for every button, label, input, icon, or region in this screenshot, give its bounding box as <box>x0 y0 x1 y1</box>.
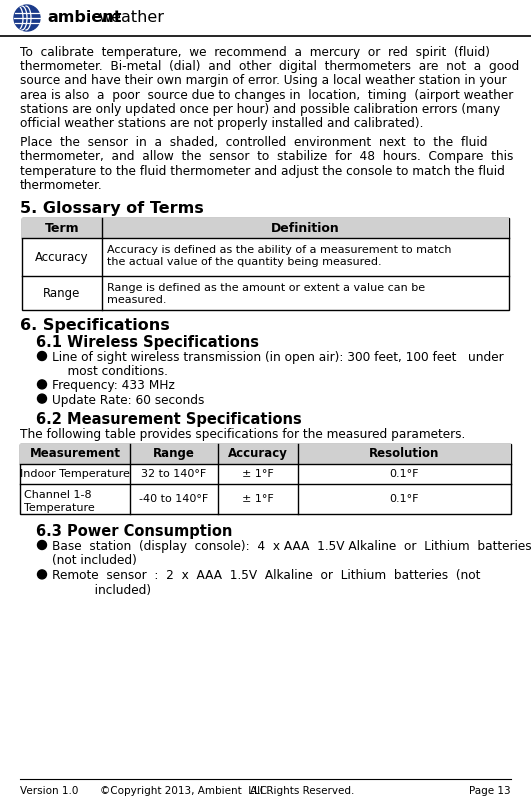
Text: most conditions.: most conditions. <box>52 365 168 378</box>
Text: Range is defined as the amount or extent a value can be: Range is defined as the amount or extent… <box>107 283 425 293</box>
Circle shape <box>14 5 40 31</box>
Text: 6. Specifications: 6. Specifications <box>20 318 170 333</box>
Text: ± 1°F: ± 1°F <box>242 469 274 479</box>
Text: thermometer.: thermometer. <box>20 179 102 191</box>
Text: thermometer,  and  allow  the  sensor  to  stabilize  for  48  hours.  Compare  : thermometer, and allow the sensor to sta… <box>20 151 513 163</box>
Text: 0.1°F: 0.1°F <box>390 469 419 479</box>
Text: Accuracy is defined as the ability of a measurement to match: Accuracy is defined as the ability of a … <box>107 245 451 255</box>
Circle shape <box>38 570 47 579</box>
Text: measured.: measured. <box>107 295 167 305</box>
Circle shape <box>38 541 47 549</box>
Text: All Rights Reserved.: All Rights Reserved. <box>250 786 354 796</box>
Text: Definition: Definition <box>271 222 340 235</box>
Text: stations are only updated once per hour) and possible calibration errors (many: stations are only updated once per hour)… <box>20 103 500 116</box>
Bar <box>22 218 509 310</box>
Bar <box>20 444 511 514</box>
Text: Frequency: 433 MHz: Frequency: 433 MHz <box>52 380 175 392</box>
Text: Base  station  (display  console):  4  x AAA  1.5V Alkaline  or  Lithium  batter: Base station (display console): 4 x AAA … <box>52 540 531 553</box>
Text: ± 1°F: ± 1°F <box>242 494 274 504</box>
Text: ©Copyright 2013, Ambient  LLC.: ©Copyright 2013, Ambient LLC. <box>100 786 270 796</box>
Text: Channel 1-8: Channel 1-8 <box>24 490 92 500</box>
Circle shape <box>38 352 47 360</box>
Text: 6.3 Power Consumption: 6.3 Power Consumption <box>36 524 233 539</box>
Text: temperature to the fluid thermometer and adjust the console to match the fluid: temperature to the fluid thermometer and… <box>20 164 505 178</box>
Text: weather: weather <box>98 10 164 25</box>
Text: Resolution: Resolution <box>370 448 440 461</box>
Text: Page 13: Page 13 <box>469 786 511 796</box>
Text: 6.2 Measurement Specifications: 6.2 Measurement Specifications <box>36 412 302 427</box>
Circle shape <box>38 380 47 389</box>
Text: Remote  sensor  :  2  x  AAA  1.5V  Alkaline  or  Lithium  batteries  (not: Remote sensor : 2 x AAA 1.5V Alkaline or… <box>52 570 481 582</box>
Text: Term: Term <box>45 222 79 235</box>
Text: source and have their own margin of error. Using a local weather station in your: source and have their own margin of erro… <box>20 74 507 87</box>
Circle shape <box>38 394 47 403</box>
Text: Update Rate: 60 seconds: Update Rate: 60 seconds <box>52 393 204 407</box>
Text: Accuracy: Accuracy <box>35 251 89 264</box>
Text: Line of sight wireless transmission (in open air): 300 feet, 100 feet   under: Line of sight wireless transmission (in … <box>52 351 503 364</box>
Text: included): included) <box>52 584 151 597</box>
Bar <box>22 218 509 238</box>
Bar <box>20 444 511 464</box>
Text: -40 to 140°F: -40 to 140°F <box>139 494 209 504</box>
Text: Place  the  sensor  in  a  shaded,  controlled  environment  next  to  the  flui: Place the sensor in a shaded, controlled… <box>20 136 487 149</box>
Text: To  calibrate  temperature,  we  recommend  a  mercury  or  red  spirit  (fluid): To calibrate temperature, we recommend a… <box>20 46 490 59</box>
Text: the actual value of the quantity being measured.: the actual value of the quantity being m… <box>107 257 382 267</box>
Text: (not included): (not included) <box>52 554 137 567</box>
Text: 5. Glossary of Terms: 5. Glossary of Terms <box>20 201 204 216</box>
Text: 0.1°F: 0.1°F <box>390 494 419 504</box>
Text: Temperature: Temperature <box>24 503 95 513</box>
Text: Range: Range <box>153 448 195 461</box>
Text: area is also  a  poor  source due to changes in  location,  timing  (airport wea: area is also a poor source due to change… <box>20 89 513 102</box>
Text: official weather stations are not properly installed and calibrated).: official weather stations are not proper… <box>20 117 423 130</box>
Text: The following table provides specifications for the measured parameters.: The following table provides specificati… <box>20 428 465 441</box>
Text: thermometer.  Bi-metal  (dial)  and  other  digital  thermometers  are  not  a  : thermometer. Bi-metal (dial) and other d… <box>20 60 519 73</box>
Text: Range: Range <box>44 287 81 300</box>
Text: 32 to 140°F: 32 to 140°F <box>141 469 207 479</box>
Text: Measurement: Measurement <box>30 448 121 461</box>
Text: Indoor Temperature: Indoor Temperature <box>20 469 130 479</box>
Text: 6.1 Wireless Specifications: 6.1 Wireless Specifications <box>36 335 259 350</box>
Text: Version 1.0: Version 1.0 <box>20 786 79 796</box>
Text: Accuracy: Accuracy <box>228 448 288 461</box>
Text: ambient: ambient <box>47 10 122 25</box>
